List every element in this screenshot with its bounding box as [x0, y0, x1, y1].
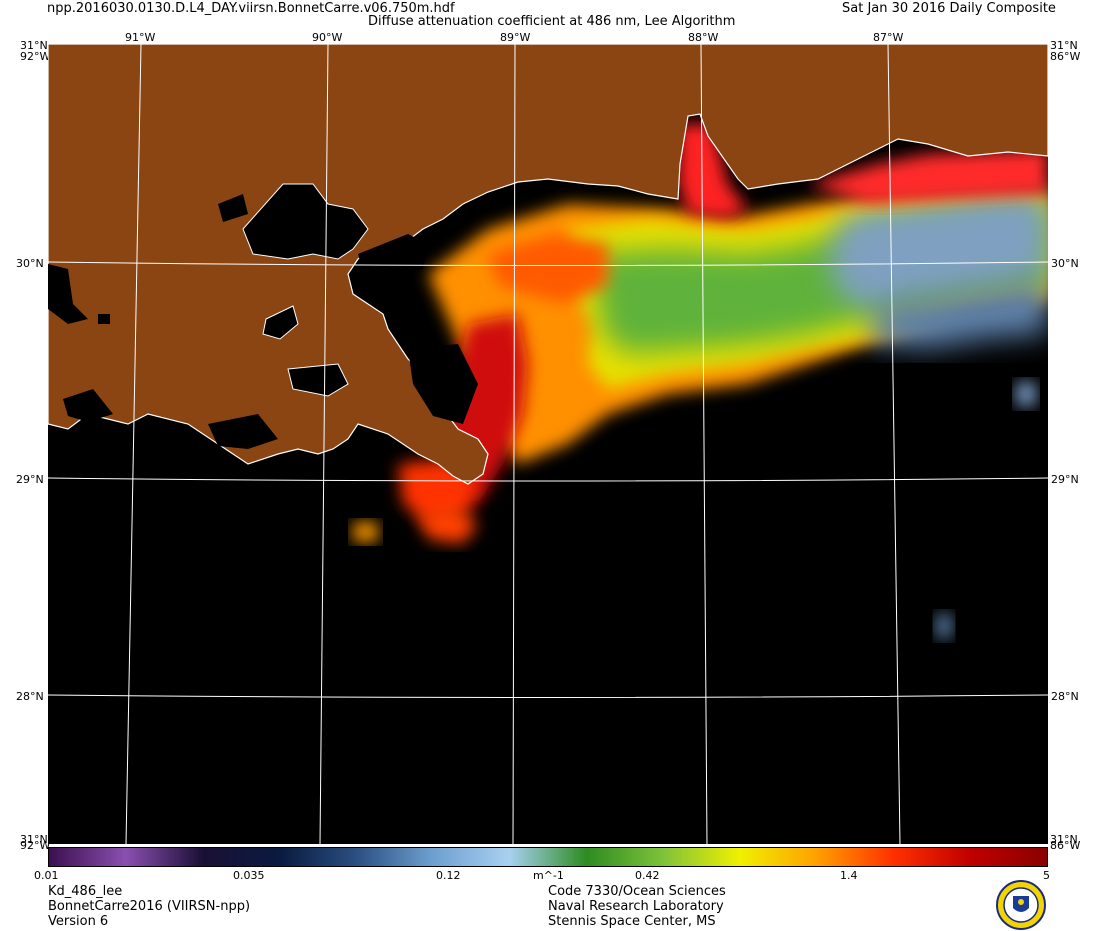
nrl-seal-icon — [996, 880, 1046, 930]
colorbar-unit: m^-1 — [533, 869, 564, 882]
footer-org-name: Naval Research Laboratory — [548, 899, 724, 914]
colorbar-tick-4: 1.4 — [840, 869, 858, 882]
lat-tick-left-28n: 28°N — [16, 690, 44, 703]
colorbar-tick-0: 0.01 — [34, 869, 59, 882]
lon-tick-90w: 90°W — [312, 31, 343, 44]
file-name: npp.2016030.0130.D.L4_DAY.viirsn.BonnetC… — [47, 1, 455, 16]
corner-lat-bottom-right: 31°N — [1050, 833, 1078, 846]
corner-lon-top-left: 92°W — [20, 50, 51, 63]
kd-field — [353, 124, 1048, 638]
inland-water — [48, 183, 478, 449]
colorbar — [48, 847, 1048, 867]
corner-lon-top-right: 86°W — [1050, 50, 1081, 63]
colorbar-tick-5: 5 — [1043, 869, 1050, 882]
corner-lat-top-right: 31°N — [1050, 39, 1078, 52]
lat-tick-right-30n: 30°N — [1051, 257, 1079, 270]
colorbar-tick-3: 0.42 — [635, 869, 660, 882]
composite-date: Sat Jan 30 2016 Daily Composite — [842, 1, 1056, 16]
corner-lat-top-left: 31°N — [20, 39, 48, 52]
lon-tick-91w: 91°W — [125, 31, 156, 44]
corner-lon-bottom-left: 92°W — [20, 839, 51, 852]
lat-tick-left-30n: 30°N — [16, 257, 44, 270]
map-title: Diffuse attenuation coefficient at 486 n… — [368, 14, 736, 29]
lat-tick-right-29n: 29°N — [1051, 473, 1079, 486]
corner-lon-bottom-right: 86°W — [1050, 839, 1081, 852]
corner-lat-bottom-left: 31°N — [20, 833, 48, 846]
footer-product: Kd_486_lee — [48, 884, 123, 899]
lat-tick-left-29n: 29°N — [16, 473, 44, 486]
footer-dataset: BonnetCarre2016 (VIIRSN-npp) — [48, 899, 251, 914]
graticule — [48, 44, 1048, 844]
colorbar-tick-1: 0.035 — [233, 869, 265, 882]
footer-org-location: Stennis Space Center, MS — [548, 914, 716, 929]
colorbar-tick-2: 0.12 — [436, 869, 461, 882]
footer-org-code: Code 7330/Ocean Sciences — [548, 884, 726, 899]
lon-tick-87w: 87°W — [873, 31, 904, 44]
lon-tick-89w: 89°W — [500, 31, 531, 44]
kd486-map[interactable] — [48, 44, 1048, 844]
lat-tick-right-28n: 28°N — [1051, 690, 1079, 703]
footer-version: Version 6 — [48, 914, 109, 929]
lon-tick-88w: 88°W — [688, 31, 719, 44]
